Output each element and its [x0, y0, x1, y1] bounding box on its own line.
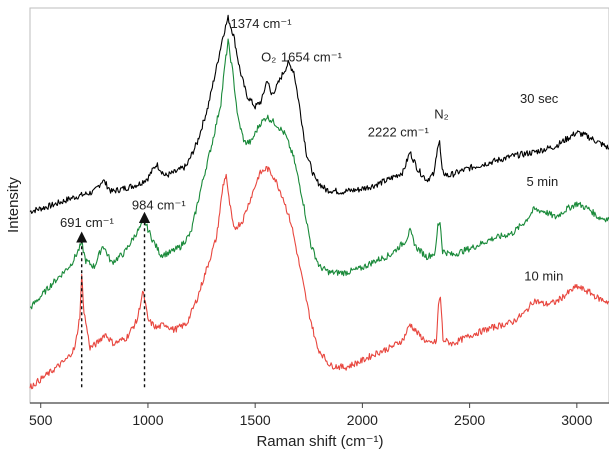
x-axis-label: Raman shift (cm⁻¹): [256, 433, 383, 450]
series-layer: [29, 14, 609, 390]
series-line-0: [29, 14, 609, 214]
annotation-3: 2222 cm⁻¹: [368, 124, 430, 139]
x-tick-label-1: 1000: [132, 412, 163, 428]
annotation-5: 691 cm⁻¹: [60, 215, 114, 230]
x-tick-label-4: 2500: [454, 412, 485, 428]
series-line-1: [29, 38, 609, 310]
x-tick-label-2: 1500: [240, 412, 271, 428]
series-labels: 30 sec 5 min 10 min: [520, 91, 563, 284]
annotation-2: 1654 cm⁻¹: [281, 49, 343, 64]
annotation-1: O₂: [261, 49, 276, 64]
x-tick-label-3: 2000: [347, 412, 378, 428]
x-ticks: 500 1000 1500 2000 2500 3000: [29, 403, 593, 428]
y-axis-label: Intensity: [5, 177, 22, 233]
annotations: 1374 cm⁻¹ O₂ 1654 cm⁻¹ 2222 cm⁻¹ N₂ 691 cm⁻¹ 9…: [60, 16, 449, 230]
x-tick-label-0: 500: [29, 412, 53, 428]
x-tick-label-5: 3000: [561, 412, 592, 428]
series-label-2: 10 min: [524, 269, 563, 284]
series-label-1: 5 min: [526, 174, 558, 189]
annotation-4: N₂: [434, 107, 448, 122]
series-label-0: 30 sec: [520, 91, 559, 106]
plot-frame: [29, 7, 609, 404]
annotation-6: 984 cm⁻¹: [132, 197, 186, 212]
annotation-0: 1374 cm⁻¹: [231, 16, 293, 31]
series-line-2: [29, 166, 609, 390]
marker-layer: [76, 211, 151, 388]
